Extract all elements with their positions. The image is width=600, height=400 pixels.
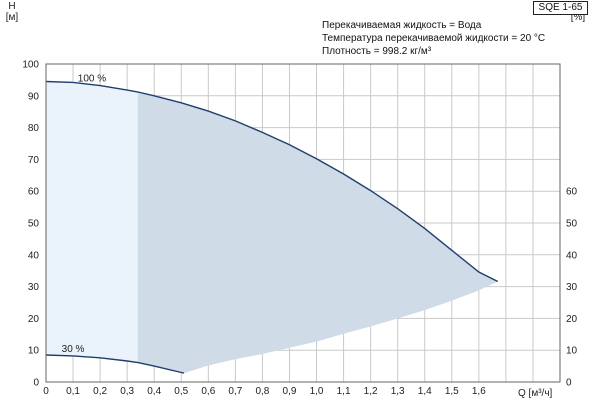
y-left-tick-label: 0 [33, 378, 39, 389]
series-label-100-percent: 100 % [78, 74, 106, 85]
x-axis-label: Q [м³/ч] [518, 388, 553, 399]
operating-region [138, 92, 498, 374]
curve-100-percent [45, 80, 499, 283]
y-left-tick-label: 100 [22, 60, 39, 71]
y-right-tick-label: 10 [566, 346, 578, 357]
temperature-text: Температура перекачиваемой жидкости = 20… [322, 33, 546, 44]
y-right-tick-label: 0 [566, 378, 572, 389]
y-left-tick-label: 90 [28, 91, 40, 102]
x-tick-label: 1,3 [391, 386, 405, 397]
x-tick-label: 0,5 [174, 386, 188, 397]
liquid-info-block: Перекачиваемая жидкость = Вода Температу… [322, 19, 545, 58]
y-right-label-line2: [%] [571, 12, 586, 23]
x-tick-label: 0,4 [147, 386, 161, 397]
y-left-tick-label: 70 [28, 155, 40, 166]
x-tick-label: 0 [43, 386, 49, 397]
y-right-tick-label: 50 [566, 219, 578, 230]
plot-border [45, 63, 561, 383]
y-left-label-line1: H [8, 1, 15, 12]
x-tick-label: 1,2 [364, 386, 378, 397]
low-flow-region [46, 81, 138, 363]
x-tick-label: 1,6 [472, 386, 486, 397]
x-tick-label: 0,3 [120, 386, 134, 397]
y-left-tick-label: 10 [28, 346, 40, 357]
y-right-tick-label: 30 [566, 282, 578, 293]
x-tick-label: 0,9 [283, 386, 297, 397]
y-left-tick-label: 30 [28, 282, 40, 293]
curve-30-percent [45, 354, 185, 374]
x-tick-label: 1,5 [445, 386, 459, 397]
x-tick-label: 0,6 [201, 386, 215, 397]
y-left-tick-label: 20 [28, 314, 40, 325]
tick-labels: 0 0,1 0,2 0,3 0,4 0,5 0,6 0,7 0,8 0,9 1,0 1,1 1,2 1,3… [22, 60, 577, 398]
y-right-tick-label: 40 [566, 250, 578, 261]
y-left-tick-label: 80 [28, 123, 40, 134]
x-tick-label: 1,4 [418, 386, 432, 397]
pump-model-label: SQE 1-65 [533, 1, 588, 15]
density-text: Плотность = 998.2 кг/м³ [322, 46, 432, 57]
x-tick-label: 0,8 [255, 386, 269, 397]
y-right-tick-label: 60 [566, 187, 578, 198]
y-left-label-line2: [м] [6, 12, 19, 23]
regions [46, 81, 498, 374]
x-tick-label: 1,0 [310, 386, 324, 397]
y-left-tick-label: 50 [28, 219, 40, 230]
x-tick-label: 0,2 [93, 386, 107, 397]
liquid-text: Перекачиваемая жидкость = Вода [322, 20, 482, 31]
series-label-30-percent: 30 % [62, 344, 85, 355]
x-tick-label: 1,1 [337, 386, 351, 397]
plot-frame [45, 63, 561, 383]
curves [45, 80, 499, 374]
y-right-tick-label: 20 [566, 314, 578, 325]
y-left-tick-label: 60 [28, 187, 40, 198]
x-tick-label: 0,7 [228, 386, 242, 397]
x-tick-label: 0,1 [66, 386, 80, 397]
y-left-tick-label: 40 [28, 250, 40, 261]
